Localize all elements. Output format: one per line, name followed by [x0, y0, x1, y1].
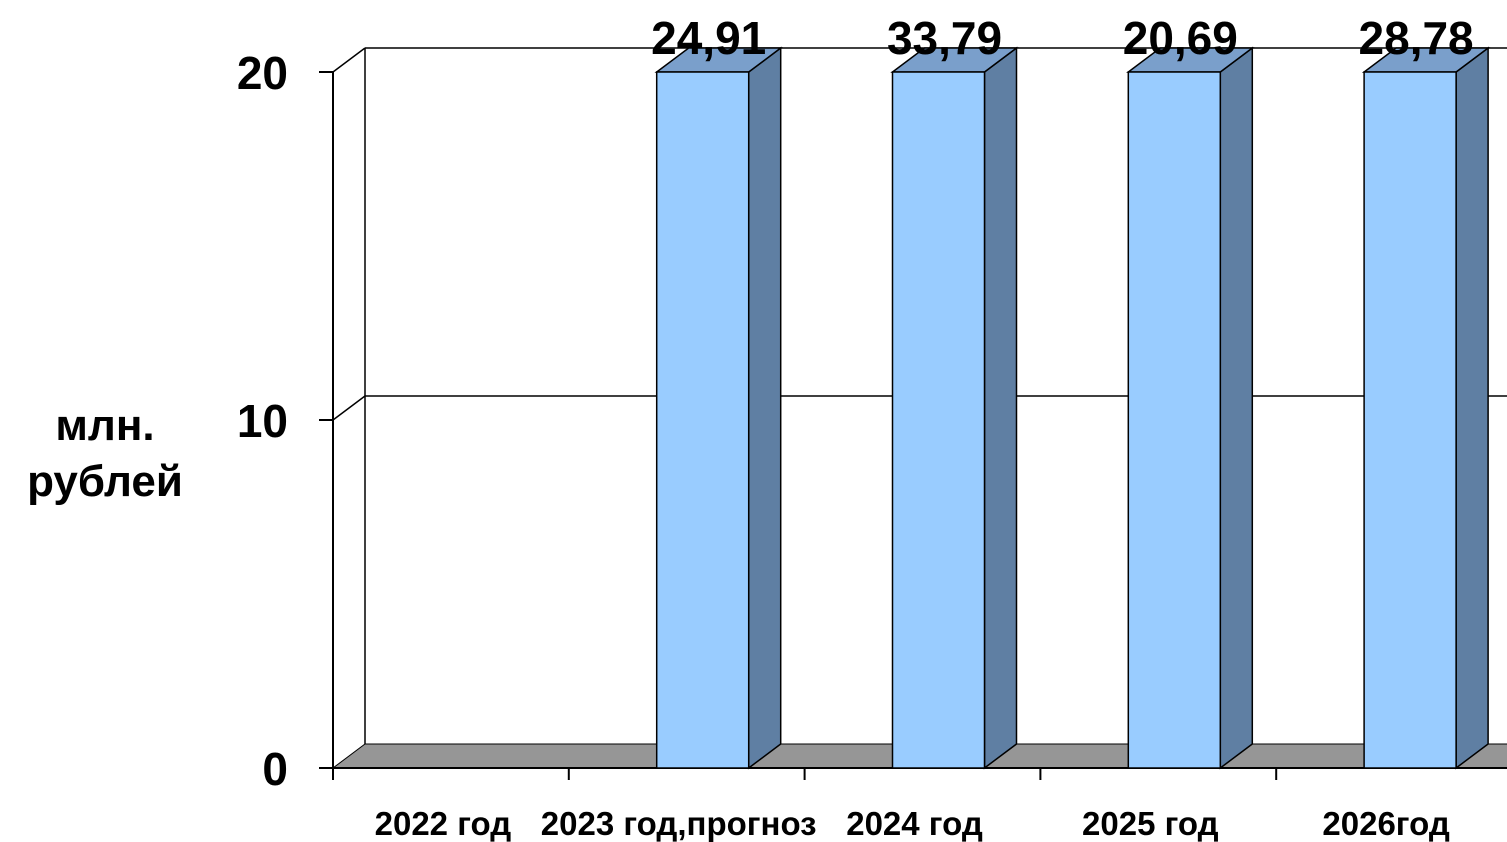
gridline-side — [332, 47, 366, 73]
y-tick-label: 20 — [237, 47, 288, 99]
bar-side — [1219, 46, 1254, 770]
x-tick-label: 2024 год — [846, 805, 983, 842]
data-label: 28,78 — [1359, 12, 1474, 64]
data-label: 20,69 — [1123, 12, 1238, 64]
bar-side — [983, 46, 1018, 770]
bar-side — [747, 46, 782, 770]
y-tick-label: 0 — [262, 743, 288, 795]
y-axis-label: млн. рублей — [0, 398, 210, 510]
bar — [1127, 71, 1222, 769]
bar — [655, 71, 750, 769]
x-tick-label: 2022 год — [375, 805, 512, 842]
bar — [891, 71, 986, 769]
x-tick-label: 2026год — [1322, 805, 1449, 842]
y-axis-label-line-2: рублей — [27, 457, 183, 506]
data-label: 33,79 — [887, 12, 1002, 64]
bar-side — [1455, 46, 1489, 770]
gridline-side — [332, 395, 366, 421]
bar — [1363, 71, 1457, 769]
data-label: 24,91 — [651, 12, 766, 64]
y-axis-label-line-1: млн. — [55, 401, 155, 450]
x-tick-label: 2025 год — [1082, 805, 1219, 842]
x-tick-label: 2023 год,прогноз — [541, 805, 817, 842]
y-tick-label: 10 — [237, 395, 288, 447]
